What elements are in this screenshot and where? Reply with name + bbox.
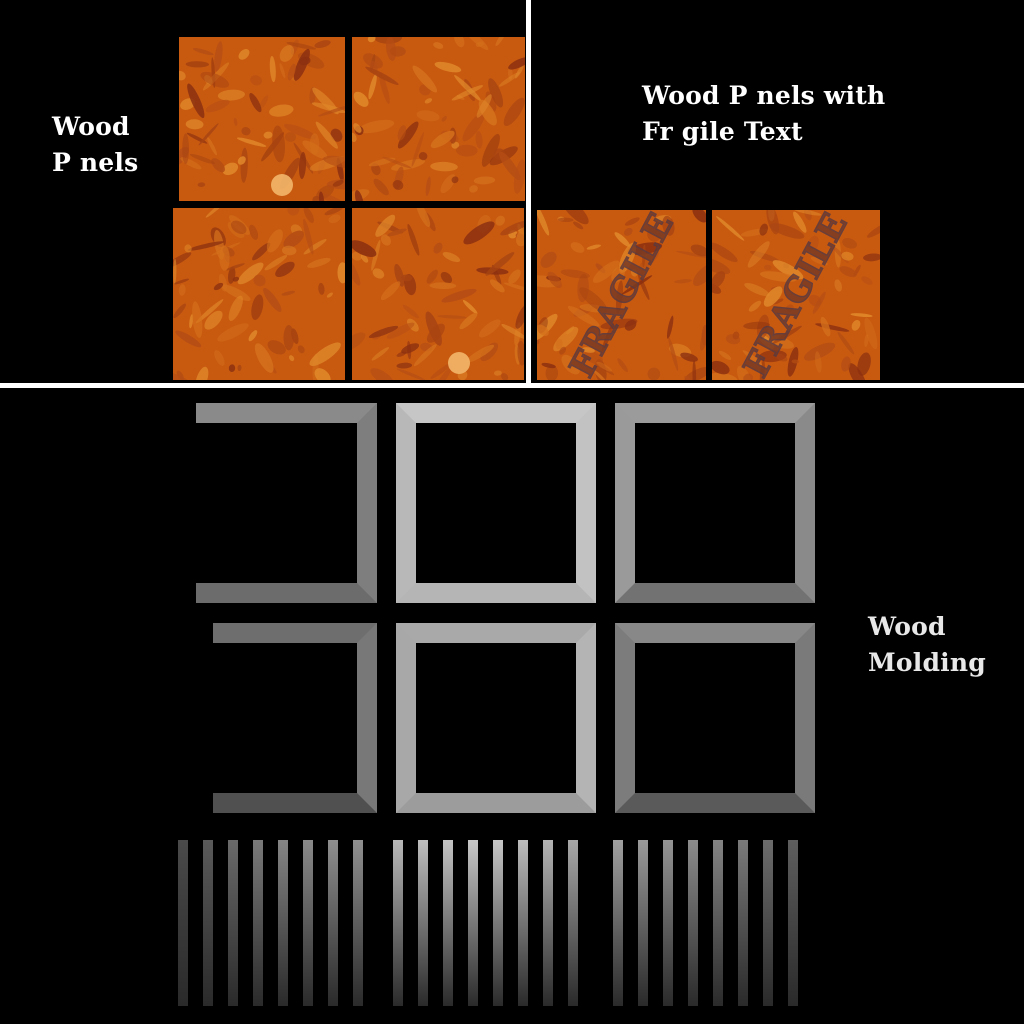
wood-panels-fragile-label-line-2: Fr gile Text	[642, 117, 803, 146]
molding-frame-2	[396, 403, 596, 603]
molding-strip	[763, 840, 773, 1006]
molding-strip	[493, 840, 503, 1006]
molding-strip	[568, 840, 578, 1006]
wood-panels-fragile-label-line-1: Wood P nels with	[642, 81, 886, 110]
molding-strip	[228, 840, 238, 1006]
molding-strip	[328, 840, 338, 1006]
wood-panels-fragile-label: Wood P nels with Fr gile Text	[642, 78, 885, 150]
vertical-divider	[526, 0, 531, 385]
molding-strip	[443, 840, 453, 1006]
molding-strip	[543, 840, 553, 1006]
molding-strip	[418, 840, 428, 1006]
molding-strip	[638, 840, 648, 1006]
molding-strip	[613, 840, 623, 1006]
molding-strip	[178, 840, 188, 1006]
wood-panels-label: Wood P nels	[52, 109, 138, 181]
wood-panel-2	[352, 37, 525, 201]
wood-molding-label: Wood Molding	[868, 609, 986, 681]
molding-frame-4	[213, 623, 377, 813]
wood-panels-label-line-1: Wood	[52, 112, 130, 141]
molding-strip	[788, 840, 798, 1006]
molding-strip	[203, 840, 213, 1006]
wood-texture	[179, 39, 345, 201]
molding-strip	[738, 840, 748, 1006]
molding-strip	[278, 840, 288, 1006]
molding-strip	[303, 840, 313, 1006]
wood-panels-label-line-2: P nels	[52, 148, 139, 177]
wood-panel-fragile-2: FRAGILE	[712, 210, 880, 380]
molding-frame-3	[615, 403, 815, 603]
wood-texture	[352, 37, 525, 201]
wood-molding-label-line-1: Wood	[868, 612, 946, 641]
wood-texture	[352, 208, 524, 380]
molding-strip	[713, 840, 723, 1006]
molding-strip	[353, 840, 363, 1006]
wood-panel-fragile-1: FRAGILE	[537, 210, 706, 380]
horizontal-divider	[0, 383, 1024, 388]
wood-molding-label-line-2: Molding	[868, 648, 986, 677]
wood-texture	[173, 208, 345, 380]
molding-strip	[688, 840, 698, 1006]
molding-strip	[663, 840, 673, 1006]
molding-strip	[393, 840, 403, 1006]
wood-texture	[712, 210, 880, 380]
wood-panel-3	[173, 208, 345, 380]
molding-strip	[253, 840, 263, 1006]
molding-strip	[518, 840, 528, 1006]
wood-panel-4	[352, 208, 524, 380]
molding-frame-6	[615, 623, 815, 813]
molding-frame-5	[396, 623, 596, 813]
molding-strip	[468, 840, 478, 1006]
wood-texture	[537, 210, 706, 380]
wood-panel-1	[179, 37, 345, 201]
molding-frame-1	[196, 403, 377, 603]
